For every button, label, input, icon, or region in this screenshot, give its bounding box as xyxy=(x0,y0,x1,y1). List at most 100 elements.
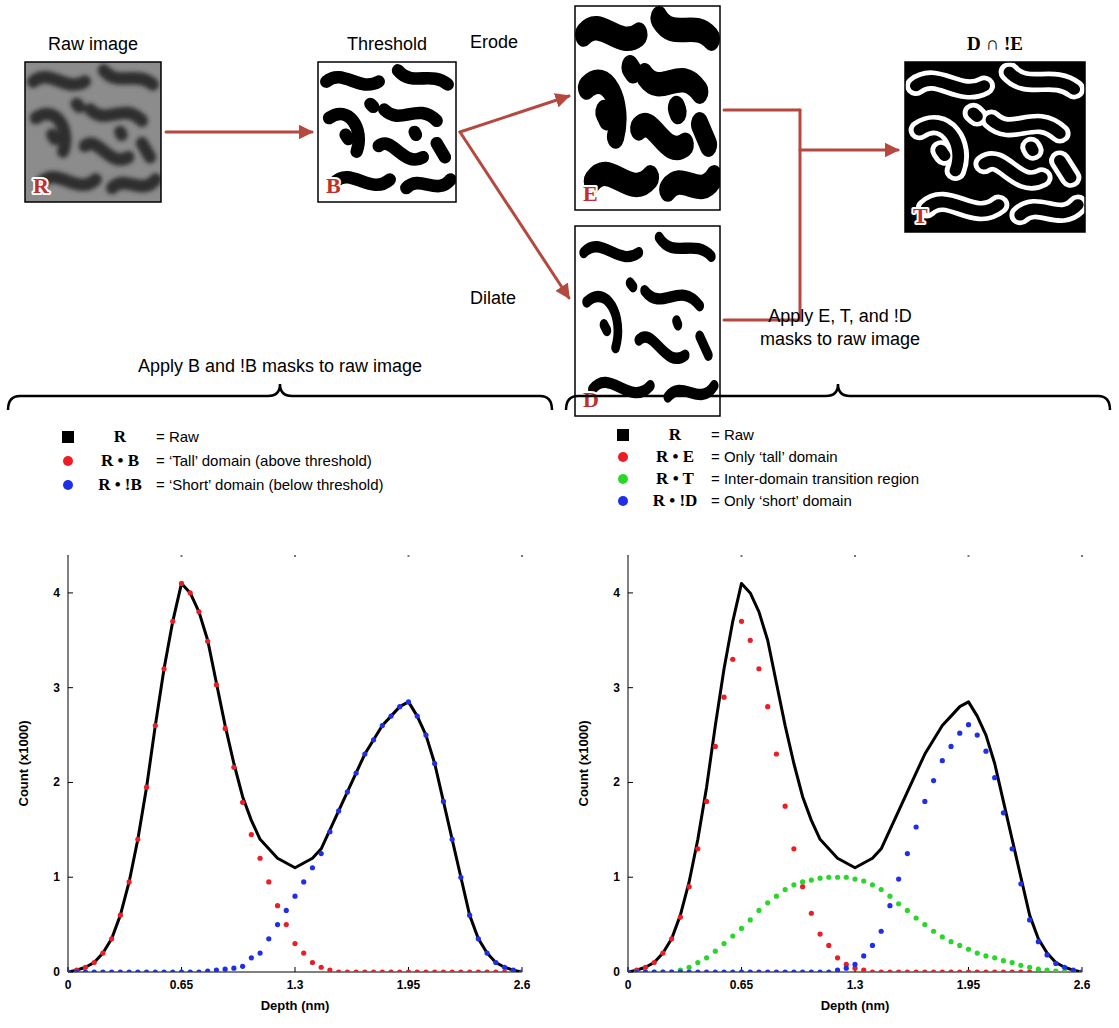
series-point xyxy=(1018,969,1023,972)
image-border xyxy=(575,226,720,416)
series-point xyxy=(721,941,726,946)
series-point xyxy=(1036,967,1041,972)
series-point xyxy=(275,922,280,927)
series-point xyxy=(687,969,692,972)
series-point xyxy=(975,732,980,737)
series-point xyxy=(791,969,796,972)
legend-label: R • E= Only ‘tall’ domain xyxy=(656,447,838,466)
series-point xyxy=(1018,881,1023,886)
domain-shape xyxy=(700,336,709,355)
series-point xyxy=(196,969,201,972)
series-point xyxy=(870,969,875,972)
series-point xyxy=(914,824,919,829)
series-point xyxy=(415,969,420,972)
y-tick xyxy=(68,592,73,593)
series-point xyxy=(406,969,411,972)
series-point xyxy=(695,969,700,972)
x-tick-label: 1.3 xyxy=(287,978,304,992)
series-point xyxy=(1079,969,1082,972)
series-point xyxy=(817,931,822,936)
y-tick-label: 4 xyxy=(53,586,60,600)
domain-pattern xyxy=(916,72,1078,215)
series-point xyxy=(109,936,114,941)
caption: Apply B and !B masks to raw image xyxy=(138,356,422,376)
series-point xyxy=(406,699,411,704)
series-point xyxy=(284,908,289,913)
series-point xyxy=(730,657,735,662)
series-point xyxy=(397,704,402,709)
series-point xyxy=(887,969,892,972)
domain-shape xyxy=(668,177,714,189)
series-point xyxy=(354,770,359,775)
series-point xyxy=(450,969,455,972)
domain-shape xyxy=(645,75,700,91)
x-tick-label: 0.65 xyxy=(170,978,194,992)
series-point xyxy=(83,969,88,972)
x-tick-label: 2.6 xyxy=(1074,978,1091,992)
series-point xyxy=(826,969,831,972)
domain-shape xyxy=(77,104,80,107)
series-point xyxy=(327,968,332,973)
x-tick-top xyxy=(408,555,410,557)
domain-shape xyxy=(927,202,999,211)
step-title: Threshold xyxy=(347,34,427,54)
series-point xyxy=(301,950,306,955)
series-point xyxy=(1071,968,1076,973)
series-point xyxy=(730,969,735,972)
series-point xyxy=(861,878,866,883)
legend-swatch xyxy=(617,429,629,441)
x-tick-top xyxy=(1081,555,1083,557)
series-point xyxy=(713,949,718,954)
series-point xyxy=(1018,963,1023,968)
series-point xyxy=(940,969,945,972)
series-point xyxy=(127,879,132,884)
series-point xyxy=(179,581,184,586)
domain-shape xyxy=(437,143,445,157)
domain-shape xyxy=(587,297,618,348)
domain-shape xyxy=(1060,161,1071,178)
series-point xyxy=(310,865,315,870)
series-point xyxy=(887,903,892,908)
domain-shape xyxy=(379,144,423,160)
series-point xyxy=(118,969,123,972)
series-point xyxy=(948,939,953,944)
image-panel xyxy=(905,62,1085,232)
x-tick-top xyxy=(627,555,629,557)
series-point xyxy=(652,960,657,965)
series-point xyxy=(643,965,648,970)
series-point xyxy=(100,950,105,955)
series-point xyxy=(118,913,123,918)
series-point xyxy=(493,969,498,972)
series-point xyxy=(931,929,936,934)
domain-shape xyxy=(916,81,984,90)
legend-description: = Only ‘tall’ domain xyxy=(711,448,838,465)
series-point xyxy=(791,882,796,887)
image-background xyxy=(318,62,456,202)
series-point xyxy=(319,965,324,970)
series-point xyxy=(817,876,822,881)
x-tick-label: 1.95 xyxy=(957,978,981,992)
domain-shape xyxy=(941,150,945,155)
series-point xyxy=(1001,810,1006,815)
series-point xyxy=(397,969,402,972)
series-point xyxy=(879,887,884,892)
series-point xyxy=(223,726,228,731)
x-axis-title: Depth (nm) xyxy=(261,998,330,1013)
series-point xyxy=(519,969,522,972)
series-point xyxy=(135,969,140,972)
series-point xyxy=(931,778,936,783)
domain-pattern xyxy=(584,237,715,397)
series-point xyxy=(1010,846,1015,851)
domain-shape xyxy=(326,77,378,84)
series-point xyxy=(205,639,210,644)
series-point xyxy=(914,969,919,972)
series-point xyxy=(783,804,788,809)
series-point xyxy=(292,941,297,946)
y-tick-label: 2 xyxy=(613,775,620,789)
series-point xyxy=(983,969,988,972)
series-point xyxy=(826,943,831,948)
series-point xyxy=(774,969,779,972)
domain-shape xyxy=(41,177,95,185)
x-axis-title: Depth (nm) xyxy=(821,998,890,1013)
domain-shape xyxy=(142,143,150,157)
